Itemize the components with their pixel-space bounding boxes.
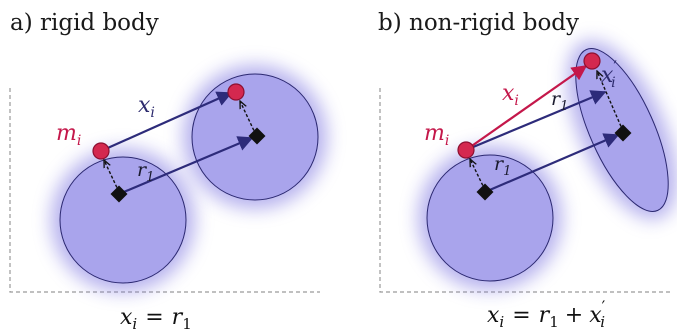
panel-a: a) rigid body mi xi r1 xi = r1 <box>9 10 327 329</box>
panel-a-mass-label: mi <box>56 121 81 149</box>
panel-b-title: b) non-rigid body <box>378 10 579 36</box>
panel-a-r-label: r1 <box>137 159 154 185</box>
panel-a-local-offset-displaced <box>240 101 257 136</box>
panel-a-title: a) rigid body <box>10 10 159 36</box>
panel-b-arrow-r1-lower <box>484 133 620 194</box>
panel-b-r-label-upper: r1 <box>551 88 568 114</box>
panel-b-arrow-xi <box>465 65 588 151</box>
panel-a-local-offset-initial <box>104 160 120 193</box>
panel-a-axes <box>9 88 320 293</box>
panel-b-mass-initial <box>457 141 475 159</box>
panel-b-arrow-r1-upper <box>465 90 607 152</box>
panel-a-mass-displaced <box>227 83 245 101</box>
panel-a-x-label: xi <box>138 93 155 121</box>
panel-b-anchor-deformed <box>614 124 632 142</box>
panel-b-mass-label: mi <box>424 121 449 149</box>
panel-b: b) non-rigid body mi xi r1 r1 x′ i xi = r1 +… <box>378 10 677 329</box>
panel-b-xprime-label: x′ i <box>601 57 617 91</box>
panel-a-body-initial <box>59 156 187 284</box>
panel-b-local-offset-deformed <box>597 71 624 132</box>
panel-b-anchor-initial <box>476 183 494 201</box>
panel-a-arrow-r1 <box>118 136 254 196</box>
panel-a-anchor-displaced <box>248 127 266 145</box>
panel-a-mass-initial <box>92 142 110 160</box>
panel-a-arrow-xi <box>100 91 233 153</box>
panel-b-mass-displaced <box>583 52 601 70</box>
panel-b-equation: xi = r1 + x′ i <box>487 297 606 329</box>
panel-b-x-label: xi <box>502 81 519 109</box>
panel-a-equation: xi = r1 <box>120 305 192 329</box>
panel-a-anchor-initial <box>110 185 128 203</box>
panel-b-local-offset-initial <box>470 159 486 191</box>
panel-b-axes <box>379 88 672 293</box>
panel-b-r-label-lower: r1 <box>494 153 511 179</box>
panel-b-body-initial <box>426 154 554 282</box>
